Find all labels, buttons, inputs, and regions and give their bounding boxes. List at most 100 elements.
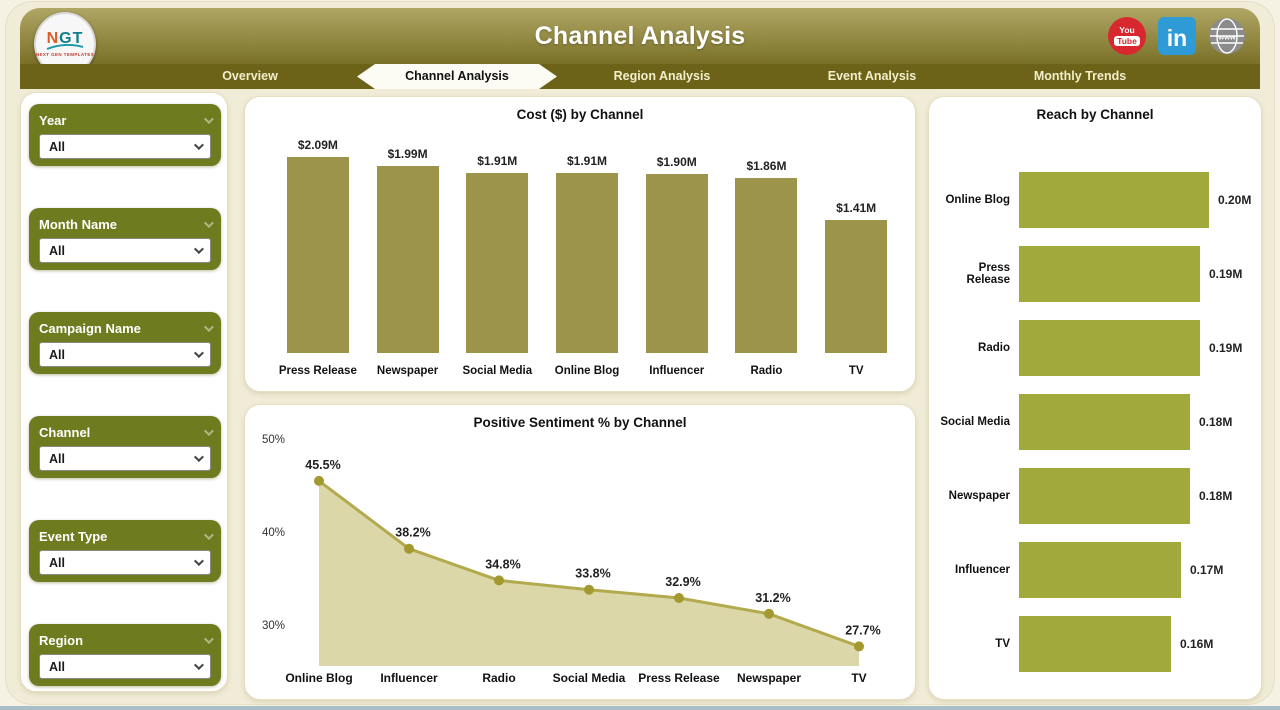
chevron-down-icon[interactable] [203, 633, 214, 644]
filter-month-dropdown[interactable]: All [39, 238, 211, 263]
reach-bar-row: Influencer 0.17M [937, 533, 1255, 607]
reach-bar[interactable] [1019, 246, 1200, 302]
cost-chart-title: Cost ($) by Channel [516, 107, 644, 122]
svg-text:www: www [1217, 33, 1236, 42]
sentiment-value-label: 34.8% [485, 557, 520, 571]
reach-bar-row: Newspaper 0.18M [937, 459, 1255, 533]
cost-bar-group: $1.99M Newspaper [363, 127, 453, 377]
cost-value-label: $2.09M [297, 138, 338, 152]
filter-event-type-label: Event Type [39, 528, 108, 544]
y-axis-tick: 50% [262, 434, 285, 446]
bottom-edge-strip [0, 706, 1280, 710]
cost-bar[interactable] [825, 220, 888, 353]
filter-campaign-dropdown[interactable]: All [39, 342, 211, 367]
reach-bar[interactable] [1019, 172, 1209, 228]
cost-category-label: Newspaper [376, 365, 439, 377]
filter-channel-dropdown[interactable]: All [39, 446, 211, 471]
chevron-down-icon[interactable] [203, 529, 214, 540]
cost-bar[interactable] [376, 166, 439, 353]
chevron-down-icon[interactable] [203, 321, 214, 332]
reach-bar-row: Online Blog 0.20M [937, 163, 1255, 237]
tab-overview[interactable]: Overview [222, 69, 278, 83]
reach-value-label: 0.17M [1190, 563, 1224, 577]
sentiment-area-chart: 50% 40% 30% 45.5% Online Blog 38.2% Influencer… [262, 434, 881, 685]
cost-bar-group: $2.09M Press Release [273, 127, 363, 377]
youtube-icon[interactable]: You Tube [1108, 17, 1146, 55]
tab-channel-analysis[interactable]: Channel Analysis [357, 64, 557, 89]
sentiment-data-point[interactable] [314, 475, 324, 486]
cost-value-label: $1.90M [656, 155, 697, 169]
filter-panel: Year All Month Name All Campaign Name Al… [20, 92, 228, 692]
chevron-down-icon[interactable] [203, 425, 214, 436]
cost-bar[interactable] [286, 157, 349, 353]
website-globe-icon[interactable]: www [1208, 17, 1246, 55]
chevron-down-icon [193, 140, 204, 151]
sentiment-data-point[interactable] [854, 641, 864, 652]
cost-category-label: Online Blog [554, 365, 620, 377]
sentiment-data-point[interactable] [674, 593, 684, 603]
tab-region-analysis[interactable]: Region Analysis [613, 69, 711, 83]
cost-bar[interactable] [735, 178, 798, 353]
sentiment-value-label: 33.8% [575, 567, 610, 581]
cost-category-label: Radio [750, 365, 783, 377]
sentiment-value-label: 31.2% [755, 591, 790, 605]
cost-bar-group: $1.91M Online Blog [542, 127, 632, 377]
cost-value-label: $1.41M [836, 201, 877, 215]
tab-event-analysis[interactable]: Event Analysis [827, 69, 917, 83]
y-axis-tick: 40% [262, 527, 285, 539]
cost-category-label: Social Media [462, 365, 533, 377]
sentiment-data-point[interactable] [494, 575, 504, 586]
cost-bar[interactable] [466, 173, 529, 353]
reach-value-label: 0.20M [1218, 193, 1252, 207]
sentiment-data-point[interactable] [764, 608, 774, 619]
cost-value-label: $1.91M [477, 154, 518, 168]
cost-bar-group: $1.91M Social Media [452, 127, 542, 377]
reach-bar[interactable] [1019, 320, 1200, 376]
reach-bar[interactable] [1019, 616, 1171, 672]
filter-event-type-dropdown[interactable]: All [39, 550, 211, 575]
sentiment-data-point[interactable] [404, 543, 414, 554]
sentiment-chart-title: Positive Sentiment % by Channel [473, 415, 687, 430]
reach-value-label: 0.19M [1209, 341, 1243, 355]
chevron-down-icon[interactable] [203, 217, 214, 228]
filter-month-name: Month Name All [29, 208, 221, 270]
reach-bar[interactable] [1019, 542, 1181, 598]
reach-chart-title: Reach by Channel [1036, 107, 1154, 122]
reach-category-label: Press Release [966, 262, 1010, 286]
social-links: You Tube in www [1108, 17, 1246, 55]
chevron-down-icon[interactable] [203, 113, 214, 124]
reach-bar-row: Radio 0.19M [937, 311, 1255, 385]
reach-bar[interactable] [1019, 468, 1190, 524]
filter-channel-label: Channel [39, 424, 91, 440]
cost-value-label: $1.91M [567, 154, 608, 168]
sentiment-category-label: Influencer [380, 671, 438, 685]
logo-text: NGT [46, 29, 84, 47]
cost-bar[interactable] [645, 174, 708, 353]
reach-value-label: 0.16M [1180, 637, 1214, 651]
reach-category-label: Radio [978, 342, 1010, 354]
y-axis-tick: 30% [262, 620, 285, 632]
tab-monthly-trends[interactable]: Monthly Trends [1033, 69, 1127, 83]
sentiment-category-label: Online Blog [285, 671, 352, 685]
header: NGT NEXT GEN TEMPLATES Channel Analysis … [20, 8, 1260, 89]
reach-bar[interactable] [1019, 394, 1190, 450]
sentiment-data-point[interactable] [584, 584, 594, 595]
linkedin-icon[interactable]: in [1158, 17, 1196, 55]
cost-category-label: Press Release [278, 365, 357, 377]
reach-value-label: 0.19M [1209, 267, 1243, 281]
filter-campaign-label: Campaign Name [39, 320, 141, 336]
cost-value-label: $1.99M [387, 147, 428, 161]
cost-value-label: $1.86M [746, 159, 787, 173]
reach-category-label: Newspaper [948, 490, 1010, 502]
sentiment-category-label: Press Release [638, 671, 720, 685]
reach-category-label: TV [995, 638, 1010, 650]
sentiment-category-label: Social Media [553, 671, 626, 685]
reach-category-label: Online Blog [945, 194, 1010, 206]
filter-year-dropdown[interactable]: All [39, 134, 211, 159]
filter-region-dropdown[interactable]: All [39, 654, 211, 679]
cost-bar-group: $1.41M TV [811, 127, 901, 377]
sentiment-by-channel-card: Positive Sentiment % by Channel 50% 40% 30… [244, 404, 916, 700]
filter-month-label: Month Name [39, 216, 117, 232]
filter-campaign-name: Campaign Name All [29, 312, 221, 374]
cost-bar[interactable] [556, 173, 619, 353]
